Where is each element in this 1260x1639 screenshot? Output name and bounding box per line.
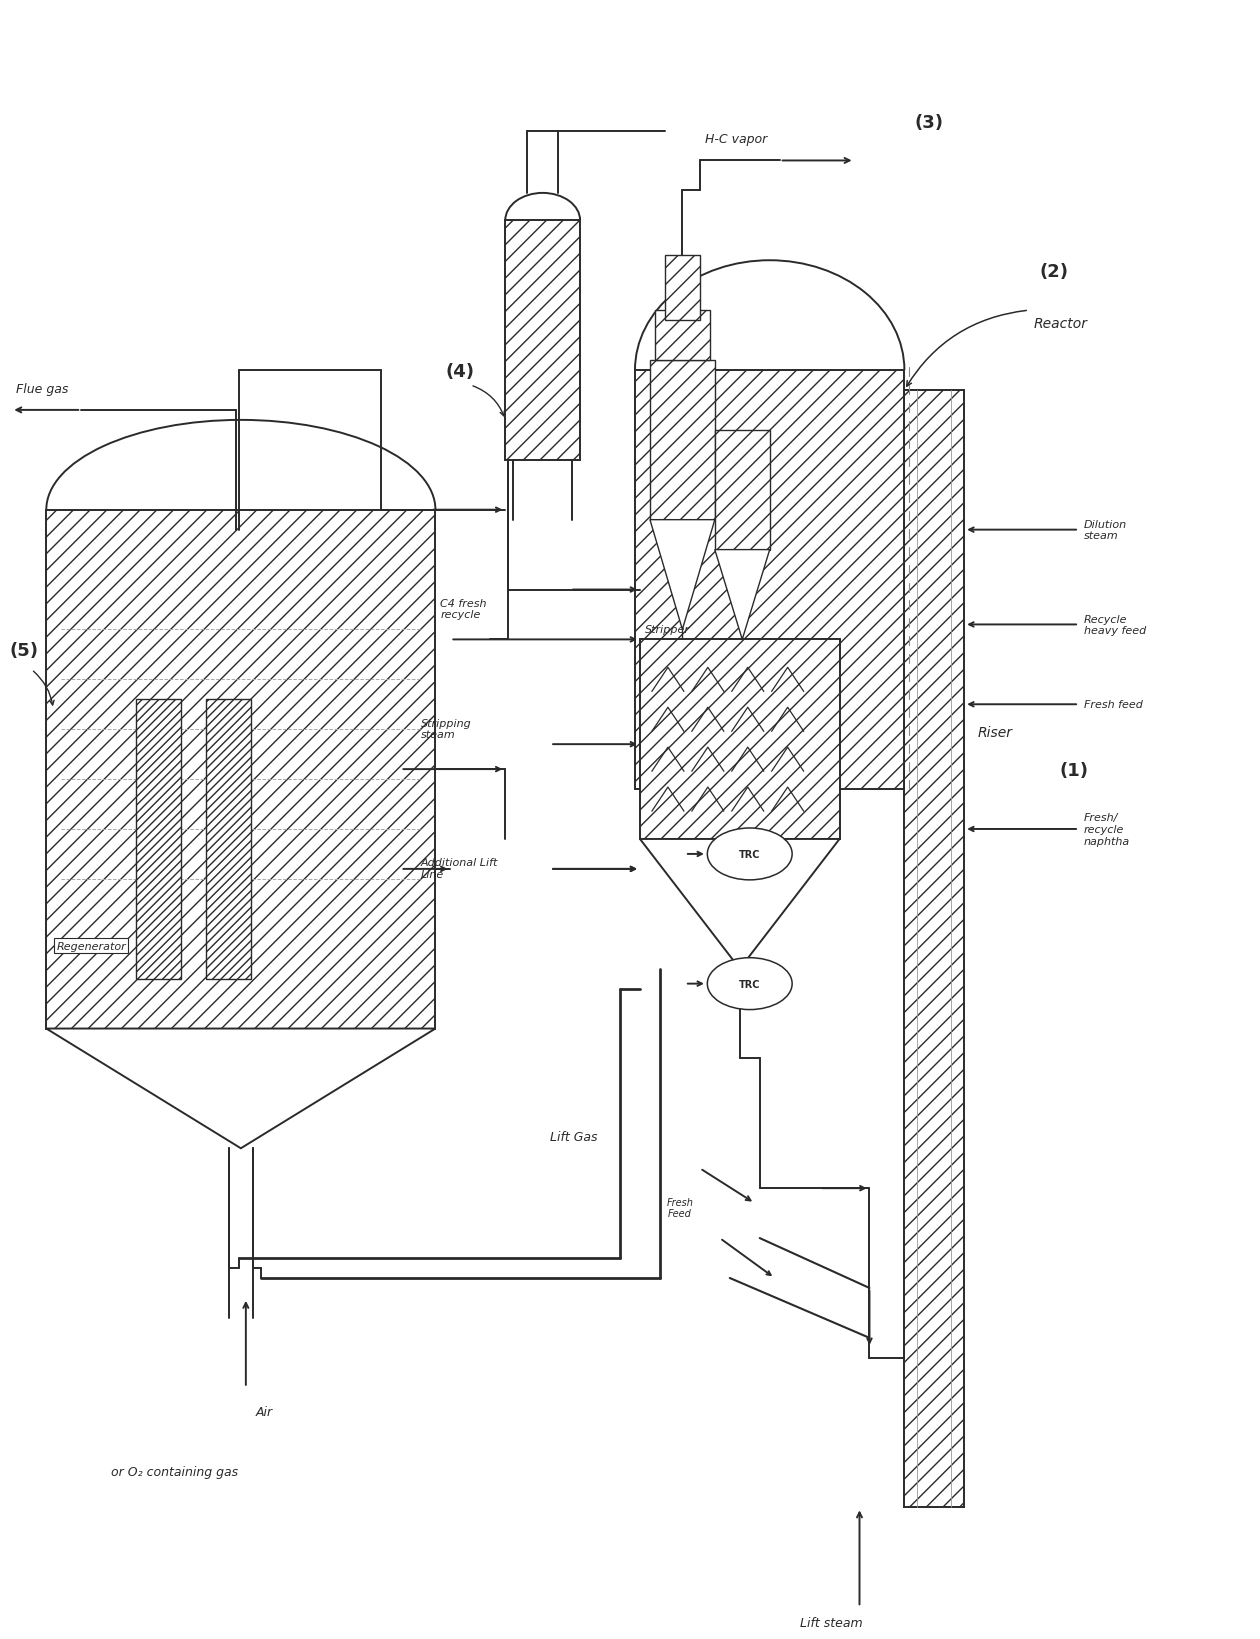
Polygon shape [47, 1029, 436, 1149]
Bar [714, 431, 770, 551]
Bar [505, 221, 580, 461]
Text: TRC: TRC [738, 978, 761, 988]
Bar [136, 700, 181, 978]
Text: (1): (1) [1060, 762, 1089, 780]
Bar [205, 700, 251, 978]
Ellipse shape [707, 828, 793, 880]
Text: or O₂ containing gas: or O₂ containing gas [111, 1465, 238, 1478]
Ellipse shape [707, 959, 793, 1010]
Text: Regenerator: Regenerator [57, 941, 126, 951]
Text: Stripper: Stripper [645, 624, 690, 634]
Text: (2): (2) [1040, 262, 1068, 280]
Text: Additional Lift
Line: Additional Lift Line [421, 857, 498, 880]
Text: (4): (4) [445, 362, 475, 380]
Text: H-C vapor: H-C vapor [704, 133, 767, 146]
Text: Air: Air [256, 1405, 273, 1418]
Text: Fresh/
recycle
naphtha: Fresh/ recycle naphtha [1084, 813, 1130, 846]
Polygon shape [650, 520, 714, 629]
Text: C4 fresh
recycle: C4 fresh recycle [441, 598, 486, 620]
Bar [905, 390, 964, 1508]
Text: Recycle
heavy feed: Recycle heavy feed [1084, 615, 1147, 636]
Text: Stripping
steam: Stripping steam [421, 718, 471, 739]
Text: Fresh feed: Fresh feed [1084, 700, 1143, 710]
Text: TRC: TRC [738, 849, 761, 859]
Bar [650, 361, 714, 520]
Text: (3): (3) [915, 113, 944, 131]
Bar [640, 639, 839, 839]
Text: Lift steam: Lift steam [800, 1616, 862, 1629]
Text: (5): (5) [9, 642, 38, 661]
Bar [635, 370, 905, 790]
Text: Lift Gas: Lift Gas [551, 1131, 597, 1144]
Polygon shape [640, 839, 839, 969]
Text: Flue gas: Flue gas [16, 382, 69, 395]
Bar [47, 510, 436, 1029]
Text: Riser: Riser [978, 726, 1012, 739]
Polygon shape [714, 551, 770, 639]
Bar [655, 311, 709, 361]
Text: Dilution
steam: Dilution steam [1084, 520, 1128, 541]
Text: Reactor: Reactor [1034, 316, 1089, 331]
Bar [665, 256, 699, 321]
Text: Fresh
Feed: Fresh Feed [667, 1196, 693, 1218]
